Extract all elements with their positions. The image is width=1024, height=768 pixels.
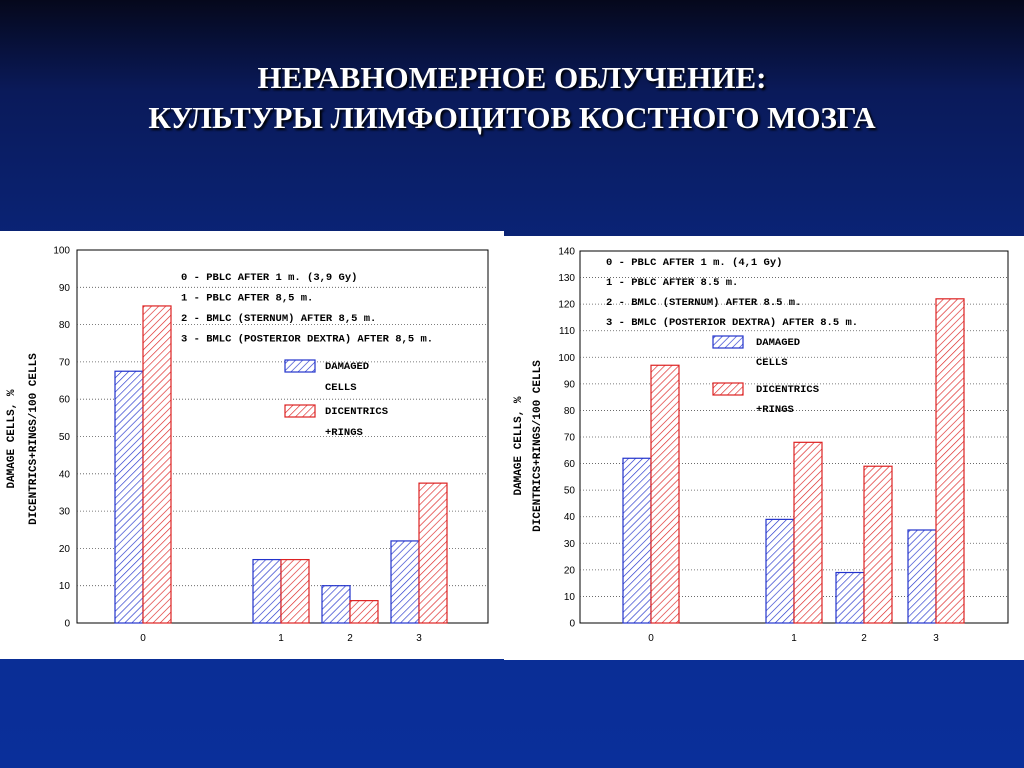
left-chart-panel: 0 10 20 30 40 50 60 70 80 90 100 0 1 2 3 0 - PBLC AFTER… xyxy=(0,231,504,659)
y-tick-label: 20 xyxy=(59,544,71,555)
damaged-cells-bar xyxy=(321,585,351,624)
y-tick-label: 90 xyxy=(59,283,71,294)
legend-label: DICENTRICS xyxy=(756,384,819,396)
legend-label: CELLS xyxy=(756,357,788,369)
dicentrics-rings-bar xyxy=(650,364,680,624)
slide-title-line-1: НЕРАВНОМЕРНОЕ ОБЛУЧЕНИЕ: xyxy=(257,60,767,95)
annotation-text: 1 - PBLC AFTER 8,5 m. xyxy=(181,293,313,305)
y-tick-label: 90 xyxy=(564,379,576,390)
x-tick-label: 1 xyxy=(278,633,284,644)
annotation-text: 2 - BMLC (STERNUM) AFTER 8.5 m. xyxy=(606,297,801,309)
dicentrics-rings-bar xyxy=(793,441,823,624)
y-tick-label: 80 xyxy=(59,320,71,331)
damaged-cells-bar xyxy=(835,571,865,624)
annotation-text: 0 - PBLC AFTER 1 m. (4,1 Gy) xyxy=(606,257,782,269)
legend-label: CELLS xyxy=(325,382,357,394)
x-tick-label: 2 xyxy=(347,633,353,644)
x-tick-label: 0 xyxy=(140,633,146,644)
y-tick-label: 70 xyxy=(564,433,576,444)
legend-swatch xyxy=(712,382,744,396)
legend-label: +RINGS xyxy=(325,427,363,439)
slide-title: НЕРАВНОМЕРНОЕ ОБЛУЧЕНИЕ: КУЛЬТУРЫ ЛИМФОЦ… xyxy=(0,58,1024,138)
dicentrics-rings-bar xyxy=(280,558,310,624)
dicentrics-rings-bar xyxy=(349,600,379,624)
y-tick-label: 110 xyxy=(559,326,575,337)
y-tick-label: 60 xyxy=(564,459,576,470)
y-tick-label: 50 xyxy=(564,486,576,497)
y-tick-label: 40 xyxy=(59,469,71,480)
y-tick-label: 30 xyxy=(59,507,71,518)
y-axis-label: DICENTRICS+RINGS/100 CELLS xyxy=(532,360,544,532)
dicentrics-rings-bar xyxy=(863,465,893,624)
damaged-cells-bar xyxy=(390,540,420,624)
slide-title-line-2: КУЛЬТУРЫ ЛИМФОЦИТОВ КОСТНОГО МОЗГА xyxy=(148,100,876,135)
legend-swatch xyxy=(284,359,316,373)
y-tick-label: 70 xyxy=(59,357,71,368)
y-tick-label: 80 xyxy=(564,406,576,417)
x-tick-label: 3 xyxy=(933,633,939,644)
y-tick-label: 10 xyxy=(564,592,576,603)
y-tick-label: 0 xyxy=(569,619,575,630)
y-tick-label: 100 xyxy=(558,353,575,364)
y-tick-label: 50 xyxy=(59,432,71,443)
y-tick-label: 0 xyxy=(64,619,70,630)
damaged-cells-bar xyxy=(765,518,795,624)
legend-label: DAMAGED xyxy=(325,361,369,373)
x-tick-label: 3 xyxy=(416,633,422,644)
right-bar-chart: 0 10 20 30 40 50 60 70 80 90 100 110 120 130 140 0 1 2 3 0 … xyxy=(513,247,1009,644)
y-tick-label: 40 xyxy=(564,512,576,523)
y-tick-label: 100 xyxy=(53,246,70,257)
legend-swatch xyxy=(712,335,744,349)
x-tick-label: 2 xyxy=(861,633,867,644)
y-tick-label: 130 xyxy=(558,273,575,284)
y-tick-label: 60 xyxy=(59,395,71,406)
y-tick-label: 30 xyxy=(564,539,576,550)
annotation-text: 3 - BMLC (POSTERIOR DEXTRA) AFTER 8.5 m. xyxy=(606,317,858,329)
y-axis-label: DICENTRICS+RINGS/100 CELLS xyxy=(28,353,40,525)
damaged-cells-bar xyxy=(907,529,937,624)
dicentrics-rings-bar xyxy=(142,305,172,624)
legend-label: DAMAGED xyxy=(756,337,800,349)
damaged-cells-bar xyxy=(252,558,282,624)
annotation-text: 0 - PBLC AFTER 1 m. (3,9 Gy) xyxy=(181,272,357,284)
right-chart-panel: 0 10 20 30 40 50 60 70 80 90 100 110 120 130 140 0 1 2 3 0 … xyxy=(504,236,1024,660)
legend-label: +RINGS xyxy=(756,404,794,416)
annotation-text: 1 - PBLC AFTER 8.5 m. xyxy=(606,277,738,289)
x-tick-label: 1 xyxy=(791,633,797,644)
y-tick-label: 140 xyxy=(558,247,575,258)
annotation-text: 2 - BMLC (STERNUM) AFTER 8,5 m. xyxy=(181,313,376,325)
y-tick-label: 20 xyxy=(564,565,576,576)
y-axis-label: DAMAGE CELLS, % xyxy=(513,396,525,495)
annotation-text: 3 - BMLC (POSTERIOR DEXTRA) AFTER 8,5 m. xyxy=(181,334,433,346)
dicentrics-rings-bar xyxy=(418,482,448,624)
legend-swatch xyxy=(284,404,316,418)
y-axis-label: DAMAGE CELLS, % xyxy=(6,389,18,488)
y-tick-label: 120 xyxy=(558,300,575,311)
x-tick-label: 0 xyxy=(648,633,654,644)
legend-label: DICENTRICS xyxy=(325,406,388,418)
y-tick-label: 10 xyxy=(59,581,71,592)
damaged-cells-bar xyxy=(114,370,144,624)
dicentrics-rings-bar xyxy=(935,298,965,624)
left-bar-chart: 0 10 20 30 40 50 60 70 80 90 100 0 1 2 3 0 - PBLC AFTER… xyxy=(6,246,489,644)
damaged-cells-bar xyxy=(622,457,652,624)
